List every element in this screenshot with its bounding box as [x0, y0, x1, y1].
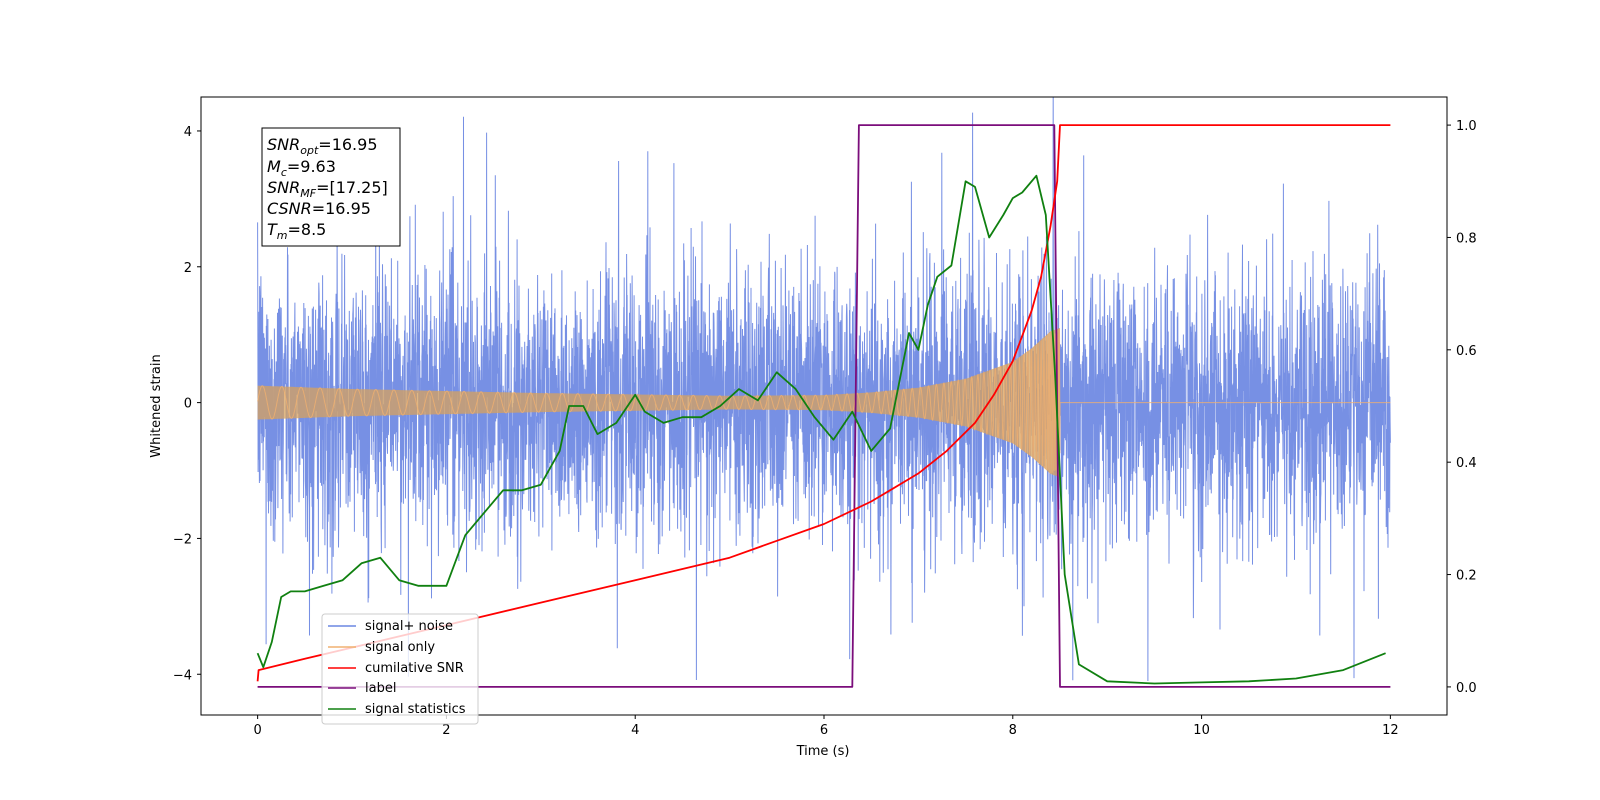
- legend-item-signal-only: signal only: [328, 640, 435, 655]
- info-line-snr-opt: SNRopt=16.95: [267, 135, 378, 157]
- y2-tick-label: 0.2: [1456, 569, 1477, 584]
- y2-tick-label: 0.4: [1456, 456, 1477, 471]
- y2-tick-label: 0.6: [1456, 344, 1477, 359]
- signal-only-line: [257, 329, 1391, 477]
- legend-label: label: [365, 681, 396, 696]
- y2-tick-label: 1.0: [1456, 119, 1477, 134]
- legend-label: signal only: [365, 640, 435, 655]
- x-axis-ticks: 0 2 4 6 8 10 12: [253, 715, 1399, 738]
- y2-tick-label: 0.0: [1456, 681, 1477, 696]
- info-box-frame: [261, 127, 401, 247]
- info-line-csnr: CSNR=16.95: [267, 199, 371, 218]
- legend-frame: [321, 613, 479, 725]
- info-box: SNRopt=16.95 Mc=9.63 SNRMF=[17.25] CSNR=…: [261, 127, 401, 247]
- info-line-merger-time: Tm=8.5: [267, 220, 326, 242]
- legend-item-label: label: [328, 681, 396, 696]
- label-line: [257, 124, 1391, 688]
- noise-line: [257, 97, 1391, 682]
- legend-item-signal-statistics: signal statistics: [328, 702, 466, 717]
- signal-only-envelope: [257, 327, 1061, 478]
- signal-plus-noise-trace: [257, 97, 1391, 682]
- y2-tick-label: 0.8: [1456, 231, 1477, 246]
- x-tick-label: 4: [631, 723, 639, 738]
- x-axis-label: Time (s): [796, 744, 850, 759]
- signal-only-trace: [257, 327, 1391, 478]
- legend-item-signal-plus-noise: signal+ noise: [328, 619, 453, 634]
- legend-label: signal+ noise: [365, 619, 453, 634]
- x-tick-label: 6: [820, 723, 828, 738]
- legend-label: signal statistics: [365, 702, 466, 717]
- y-tick-label: −4: [173, 668, 192, 683]
- y-tick-label: 4: [184, 125, 192, 140]
- y2-axis-ticks: 0.0 0.2 0.4 0.6 0.8 1.0: [1447, 119, 1477, 696]
- signal-statistics-line: [256, 174, 1386, 685]
- legend: signal+ noise signal only cumilative SNR…: [321, 613, 479, 725]
- legend-item-cumulative-snr: cumilative SNR: [328, 661, 464, 676]
- x-tick-label: 8: [1009, 723, 1017, 738]
- x-tick-label: 10: [1193, 723, 1210, 738]
- info-line-chirp-mass: Mc=9.63: [267, 157, 336, 179]
- y-axis-ticks: −4 −2 0 2 4: [173, 125, 201, 683]
- x-tick-label: 2: [442, 723, 450, 738]
- y-tick-label: −2: [173, 532, 192, 547]
- x-tick-label: 0: [253, 723, 261, 738]
- legend-label: cumilative SNR: [365, 661, 464, 676]
- x-tick-label: 12: [1382, 723, 1399, 738]
- y-tick-label: 0: [184, 397, 192, 412]
- y-tick-label: 2: [184, 261, 192, 276]
- info-line-snr-mf: SNRMF=[17.25]: [267, 178, 388, 200]
- y-axis-label: Whitened strain: [149, 354, 164, 457]
